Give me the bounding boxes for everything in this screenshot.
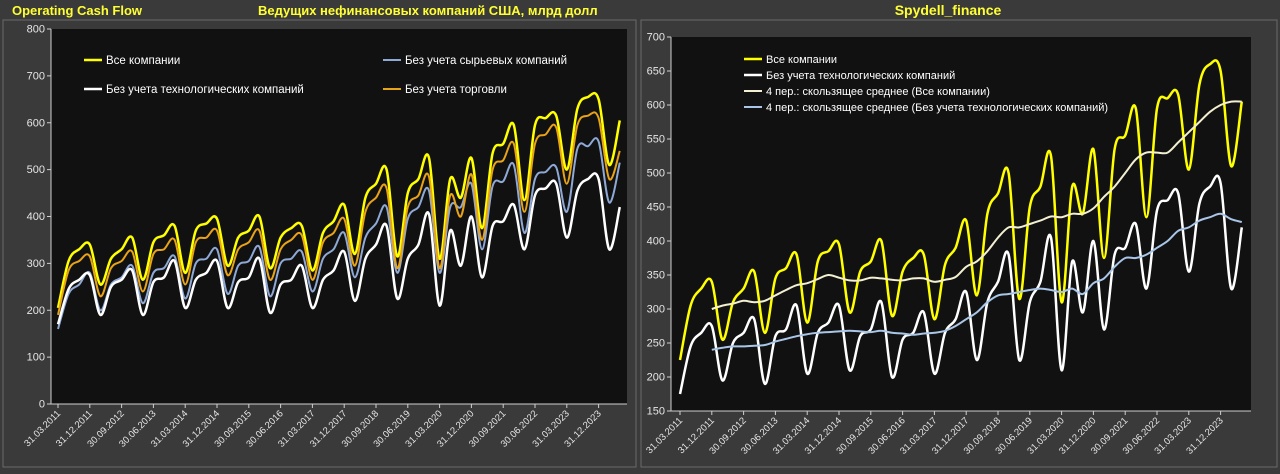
right-y-tick-label: 400: [647, 236, 665, 248]
right-y-tick-label: 300: [647, 304, 665, 316]
right-legend-label-3: 4 пер.: скользящее среднее (Все компании…: [766, 86, 990, 98]
right-y-tick-label: 550: [647, 134, 665, 146]
center-title: Ведущих нефинансовых компаний США, млрд …: [258, 3, 598, 18]
left-panel-frame: [2, 19, 637, 468]
left-series-line-3: [56, 172, 622, 325]
left-title: Operating Cash Flow: [12, 3, 143, 18]
right-legend-label-2: Без учета технологических компаний: [766, 70, 955, 82]
right-y-tick-label: 200: [647, 372, 665, 384]
right-y-tick-label: 450: [647, 202, 665, 214]
right-y-tick-label: 150: [647, 406, 665, 418]
left-y-tick-label: 700: [27, 70, 45, 82]
right-series-line-1: [678, 59, 1244, 361]
right-legend-label-4: 4 пер.: скользящее среднее (Без учета те…: [766, 102, 1108, 114]
left-series-line-2: [57, 137, 621, 330]
left-legend-label-4: Без учета торговли: [405, 84, 507, 96]
left-y-tick-label: 500: [27, 164, 45, 176]
left-legend-label-1: Все компании: [106, 55, 180, 67]
right-y-tick-label: 700: [647, 32, 665, 44]
right-legend-label-1: Все компании: [766, 54, 837, 66]
right-series-line-3: [711, 100, 1242, 310]
right-y-tick-label: 250: [647, 338, 665, 350]
left-y-tick-label: 400: [27, 211, 45, 223]
left-y-tick-label: 300: [27, 258, 45, 270]
left-y-tick-label: 600: [27, 117, 45, 129]
left-series-line-1: [56, 91, 622, 309]
right-y-tick-label: 350: [647, 270, 665, 282]
right-panel-frame: [640, 19, 1278, 468]
right-y-tick-label: 500: [647, 168, 665, 180]
left-legend-label-3: Без учета технологических компаний: [106, 84, 304, 96]
left-series-line-4: [57, 111, 621, 316]
left-y-tick-label: 800: [27, 24, 45, 36]
left-y-tick-label: 100: [27, 352, 45, 364]
right-y-tick-label: 600: [647, 100, 665, 112]
right-series-line-2: [678, 174, 1244, 395]
left-y-tick-label: 0: [39, 399, 45, 411]
right-y-tick-label: 650: [647, 66, 665, 78]
right-title: Spydell_finance: [895, 2, 1002, 18]
left-y-tick-label: 200: [27, 305, 45, 317]
right-series-line-4: [711, 212, 1243, 351]
left-legend-label-2: Без учета сырьевых компаний: [405, 55, 567, 67]
